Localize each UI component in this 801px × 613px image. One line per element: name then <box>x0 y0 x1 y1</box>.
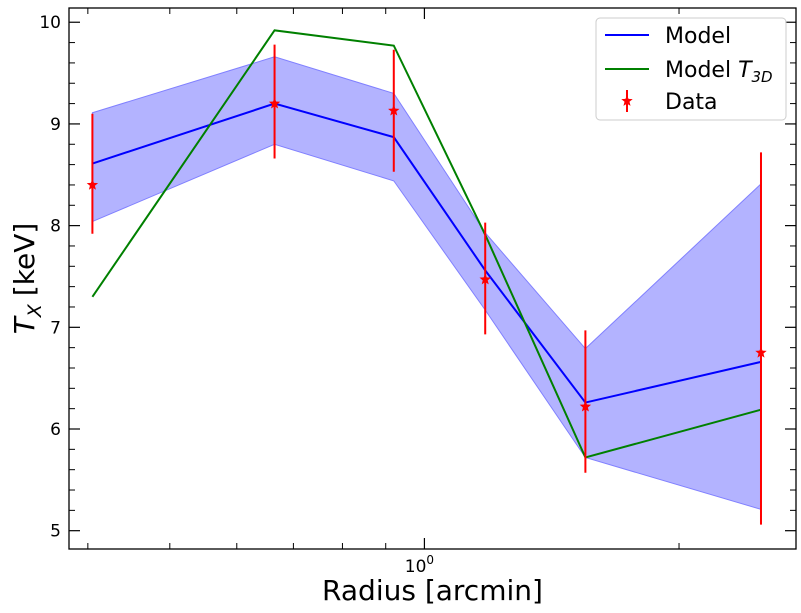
data-point-star <box>86 178 99 190</box>
y-axis-label-unit: [keV] <box>8 223 41 296</box>
x-tick-label-exponent: 0 <box>426 553 434 567</box>
legend-label-data: Data <box>665 90 718 115</box>
legend-label-model: Model <box>665 24 731 49</box>
legend-data-star <box>621 95 633 106</box>
plot-frame <box>68 7 797 550</box>
y-axis-label-subscript: X <box>24 303 46 318</box>
y-tick-label: 5 <box>50 522 61 542</box>
model-t3d-line <box>91 29 762 459</box>
y-axis-label: TX [keV] <box>8 223 46 335</box>
data-point-star <box>579 400 592 412</box>
model-line <box>92 102 762 404</box>
legend-label-model-t3d-symbol: T <box>738 58 753 83</box>
data-point-star <box>388 104 400 116</box>
legend-label-model-t3d-prefix: Model <box>665 58 731 83</box>
data-point-star <box>755 346 767 358</box>
legend-box <box>595 17 787 121</box>
data-point-star <box>268 97 281 109</box>
model-confidence-band <box>91 56 762 511</box>
legend-label-model-t3d-subscript: 3D <box>752 68 773 86</box>
data-points-layer <box>86 44 767 525</box>
y-tick-label: 8 <box>50 217 61 237</box>
x-axis-label: Radius [arcmin] <box>322 574 543 607</box>
legend-swatch-data <box>621 90 633 112</box>
legend-label-model-t3d: Model T3D <box>665 58 773 86</box>
y-tick-label: 10 <box>39 13 61 33</box>
y-axis-label-symbol: T <box>8 315 41 334</box>
model-lines-layer <box>91 29 762 459</box>
legend: Model Model T3D Data <box>595 17 787 121</box>
model-confidence-band-layer <box>91 56 762 511</box>
y-tick-label: 7 <box>50 318 61 338</box>
y-tick-label: 9 <box>50 115 61 135</box>
y-tick-label: 6 <box>50 420 61 440</box>
data-point-star <box>479 273 491 285</box>
